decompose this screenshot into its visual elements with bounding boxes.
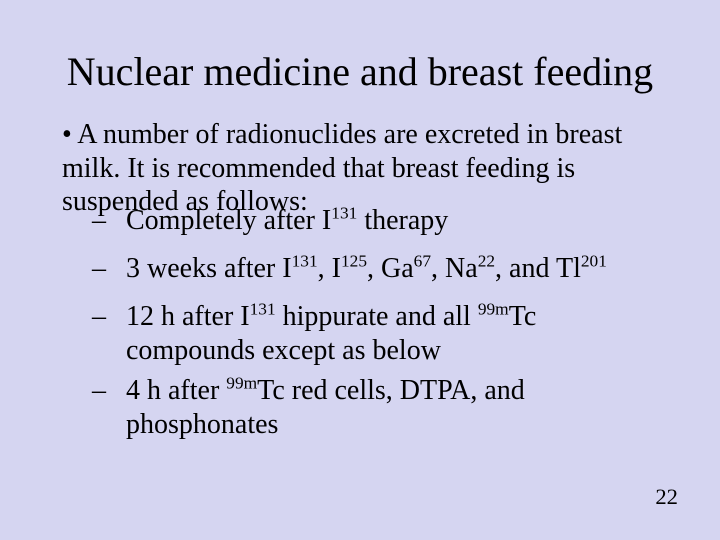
sublist-item: –Completely after I131 therapy xyxy=(92,204,668,238)
intro-text: A number of radionuclides are excreted i… xyxy=(62,119,622,217)
sublist-item: –12 h after I131 hippurate and all 99mTc… xyxy=(92,300,668,368)
slide: Nuclear medicine and breast feeding • A … xyxy=(0,0,720,540)
dash-glyph: – xyxy=(92,252,126,286)
dash-glyph: – xyxy=(92,300,126,334)
page-number: 22 xyxy=(655,484,678,510)
dash-glyph: – xyxy=(92,374,126,408)
sublist-item: –4 h after 99mTc red cells, DTPA, and ph… xyxy=(92,374,668,442)
dash-glyph: – xyxy=(92,204,126,238)
sublist-item-text: Completely after I131 therapy xyxy=(126,204,656,238)
sublist-item-text: 4 h after 99mTc red cells, DTPA, and pho… xyxy=(126,374,656,442)
bullet-glyph: • xyxy=(62,119,72,150)
slide-title: Nuclear medicine and breast feeding xyxy=(0,48,720,95)
sublist-item-text: 3 weeks after I131, I125, Ga67, Na22, an… xyxy=(126,252,656,286)
sublist-item: –3 weeks after I131, I125, Ga67, Na22, a… xyxy=(92,252,668,286)
sublist-item-text: 12 h after I131 hippurate and all 99mTc … xyxy=(126,300,656,368)
